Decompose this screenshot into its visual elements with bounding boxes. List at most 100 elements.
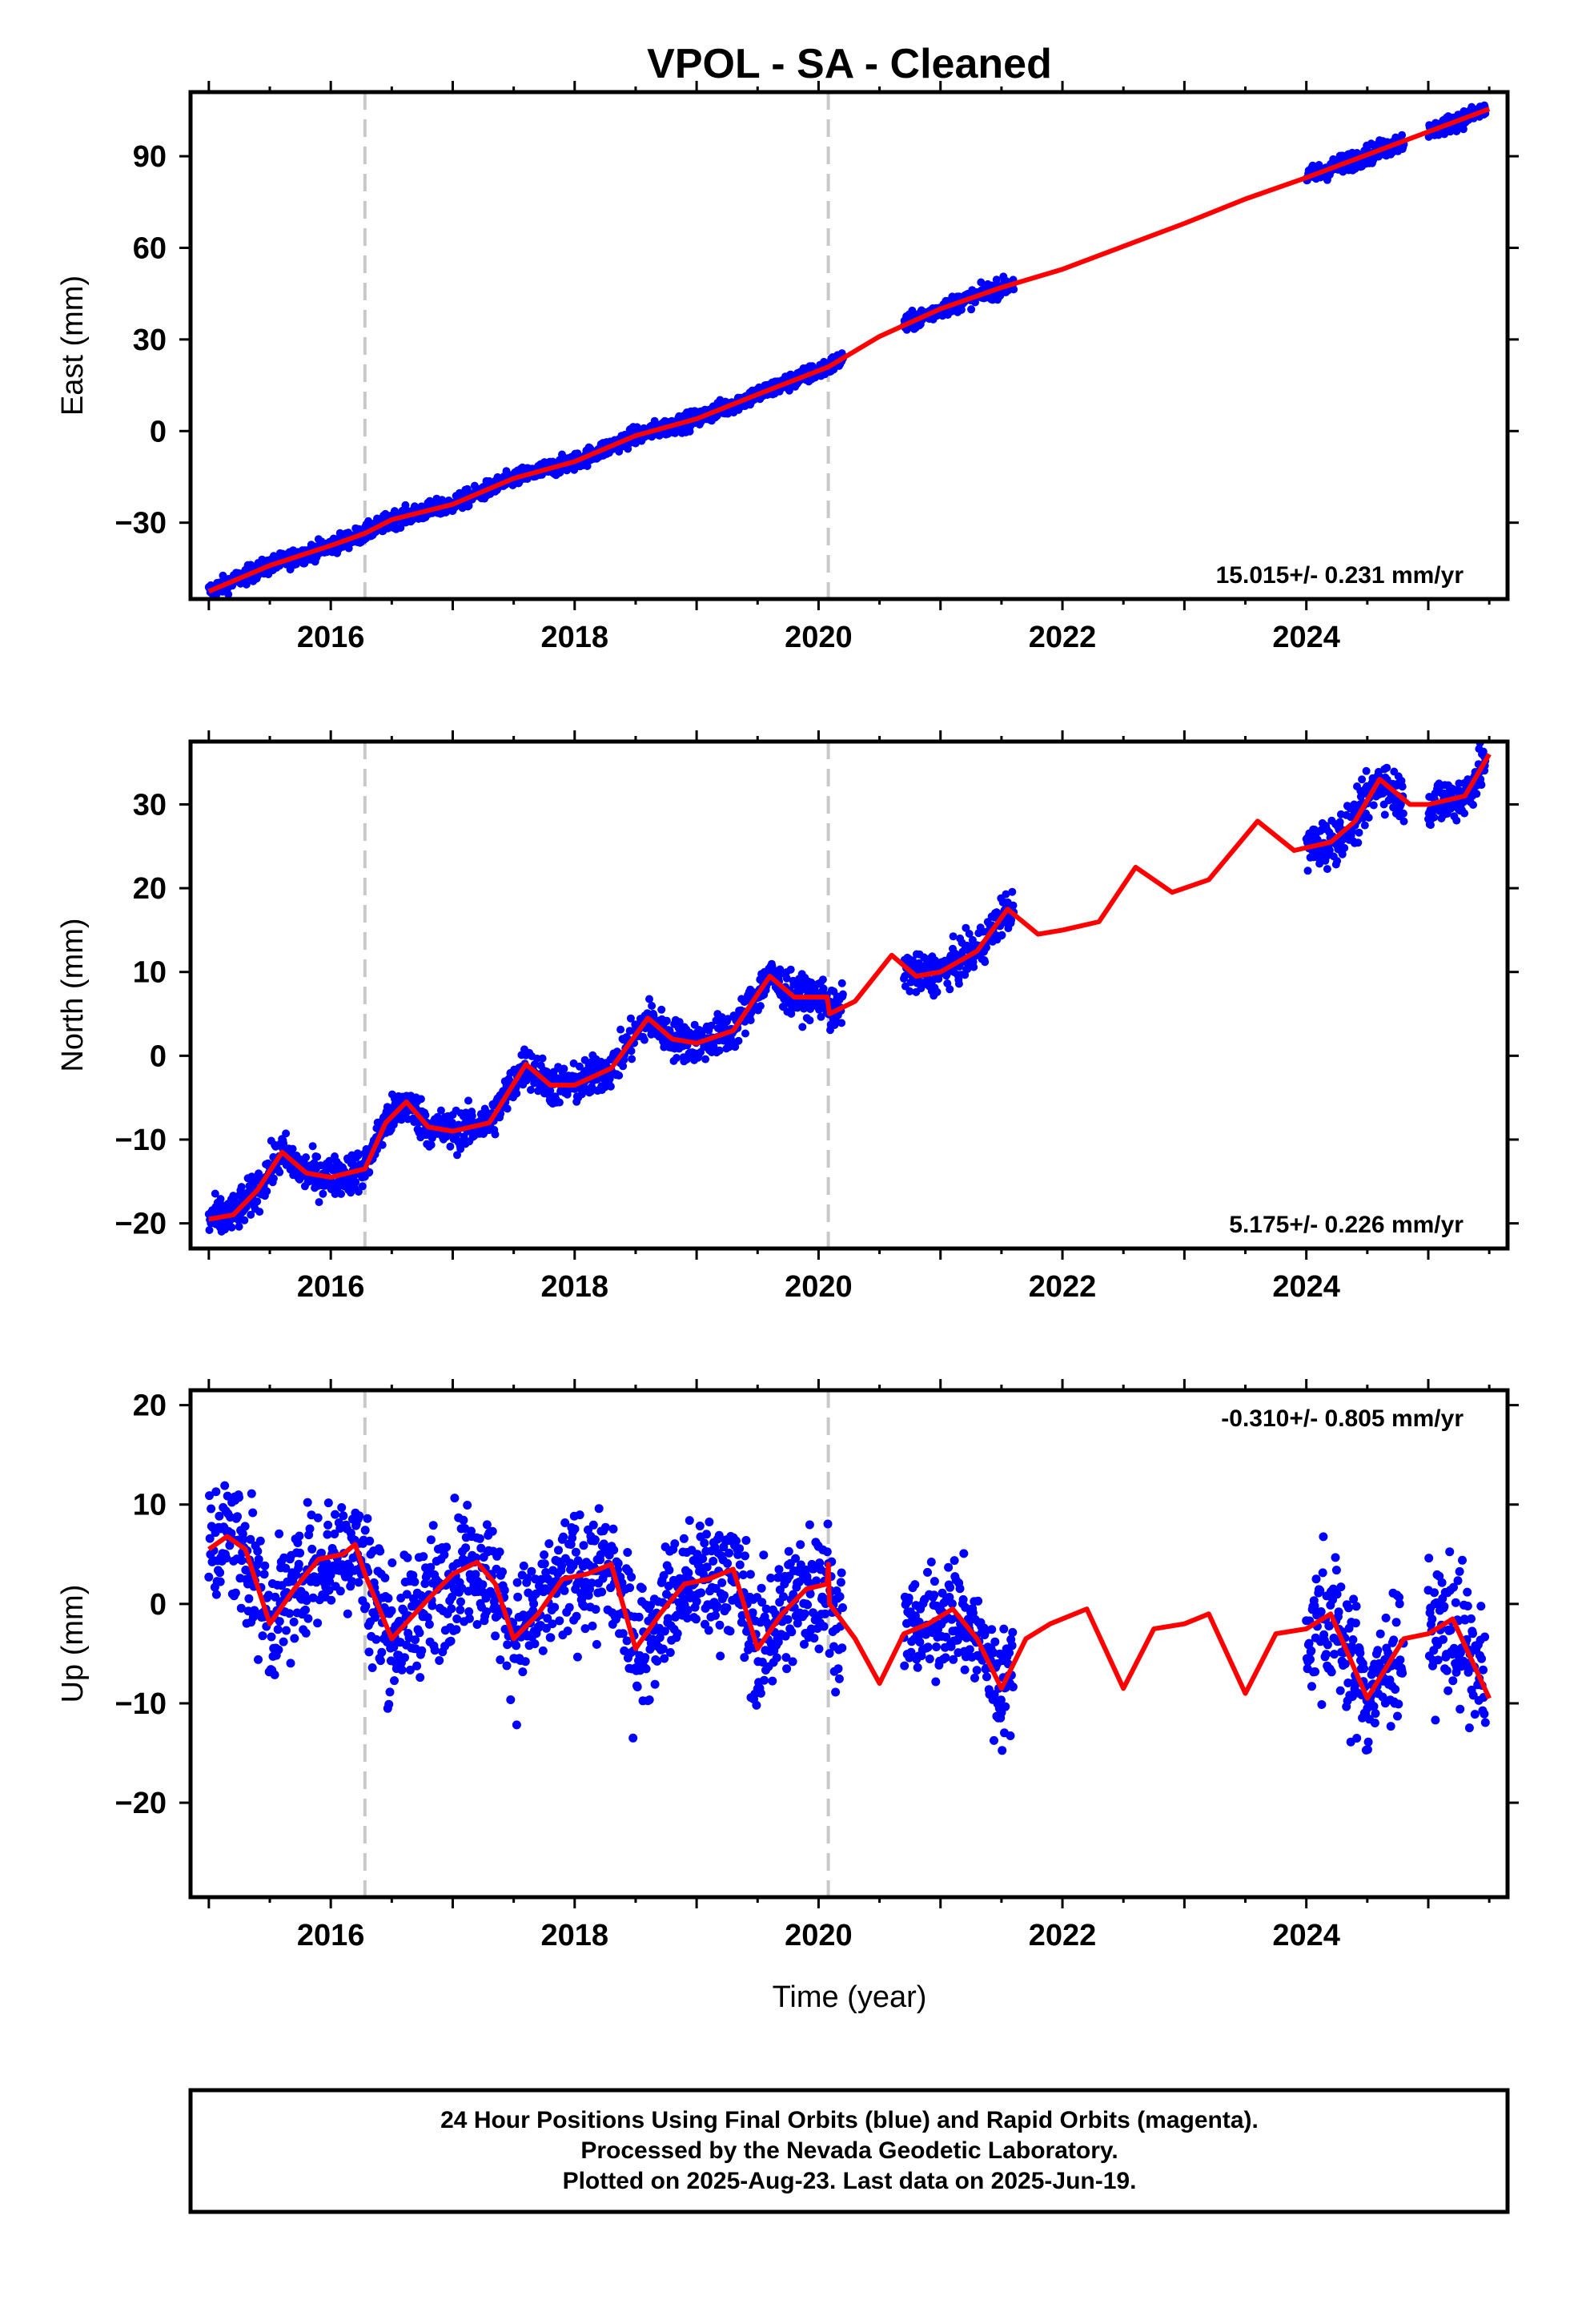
up-point [367, 1663, 377, 1672]
up-point [487, 1589, 496, 1598]
up-point [704, 1626, 713, 1635]
up-point [254, 1554, 263, 1564]
up-data-points [204, 1481, 1490, 1755]
up-point [215, 1568, 225, 1578]
north-point [1427, 821, 1435, 830]
north-point [255, 1208, 264, 1216]
up-point [496, 1655, 505, 1665]
north-point [701, 1055, 710, 1063]
up-point [452, 1625, 461, 1634]
up-point [289, 1617, 299, 1626]
up-point [412, 1661, 422, 1671]
north-point [998, 931, 1006, 939]
up-point [220, 1481, 230, 1490]
up-point [805, 1589, 815, 1598]
up-point [836, 1578, 845, 1587]
north-point [288, 1144, 297, 1153]
up-point [335, 1586, 345, 1596]
up-point [800, 1639, 809, 1649]
up-point [294, 1559, 303, 1569]
north-point [787, 1009, 796, 1018]
north-point [1472, 790, 1481, 798]
up-point [717, 1578, 727, 1587]
up-point [572, 1611, 581, 1621]
up-point [833, 1664, 843, 1674]
up-point [766, 1574, 776, 1582]
up-point [255, 1536, 265, 1546]
north-point [838, 990, 847, 999]
up-point [700, 1538, 709, 1548]
up-point [725, 1548, 734, 1558]
up-point [698, 1554, 708, 1563]
up-point [482, 1607, 492, 1617]
east-point [977, 278, 986, 287]
up-point [613, 1558, 623, 1568]
up-point [383, 1594, 393, 1603]
north-point [675, 1018, 684, 1027]
east-y-tick-label: 60 [133, 231, 167, 265]
up-point [337, 1503, 347, 1512]
up-point [360, 1526, 370, 1535]
up-point [273, 1625, 283, 1634]
north-point [782, 974, 791, 983]
up-point [513, 1592, 523, 1602]
up-point [519, 1561, 528, 1570]
up-point [498, 1567, 507, 1577]
north-point [211, 1189, 219, 1198]
up-point [634, 1612, 644, 1622]
north-point [427, 1140, 436, 1149]
up-point [805, 1520, 814, 1530]
up-point [260, 1561, 270, 1570]
up-point [417, 1646, 427, 1655]
up-point [204, 1572, 214, 1582]
up-point [363, 1514, 372, 1523]
up-point [815, 1558, 825, 1568]
up-point [550, 1602, 560, 1612]
up-point [637, 1584, 647, 1593]
up-point [735, 1560, 745, 1570]
up-point [325, 1577, 335, 1586]
up-point [660, 1626, 669, 1636]
north-point [269, 1174, 278, 1183]
north-point [1364, 814, 1373, 822]
up-point [745, 1570, 755, 1579]
north-point [627, 1047, 636, 1055]
north-point [351, 1178, 360, 1187]
up-point [659, 1570, 669, 1580]
north-point [606, 1082, 615, 1091]
up-point [756, 1688, 765, 1698]
east-x-tick-label: 2020 [785, 621, 853, 654]
north-point [358, 1182, 367, 1191]
up-point [282, 1626, 291, 1635]
up-point [324, 1586, 334, 1595]
up-point [711, 1610, 720, 1620]
north-point [1355, 828, 1363, 837]
up-point [354, 1578, 363, 1587]
north-point [1398, 782, 1407, 791]
up-point [768, 1676, 777, 1686]
north-velocity-label: 5.175+/- 0.226 mm/yr [1229, 1212, 1464, 1238]
north-point [982, 943, 990, 952]
north-point [905, 987, 914, 995]
north-point [302, 1153, 311, 1162]
north-point [575, 1062, 584, 1071]
up-point [823, 1519, 833, 1529]
north-point [1396, 800, 1405, 809]
north-point [503, 1104, 512, 1113]
up-point [215, 1577, 225, 1586]
up-point [580, 1624, 590, 1634]
north-point [1348, 827, 1356, 836]
north-point [227, 1223, 236, 1232]
north-point [365, 1168, 374, 1176]
up-point [748, 1608, 757, 1618]
up-point [500, 1586, 509, 1595]
up-point [773, 1637, 783, 1647]
north-point [491, 1130, 500, 1139]
up-point [809, 1608, 817, 1618]
up-point [588, 1520, 598, 1530]
up-point [784, 1546, 793, 1556]
east-y-tick-label: 0 [150, 415, 167, 448]
up-point [303, 1614, 313, 1623]
up-point [665, 1566, 674, 1575]
